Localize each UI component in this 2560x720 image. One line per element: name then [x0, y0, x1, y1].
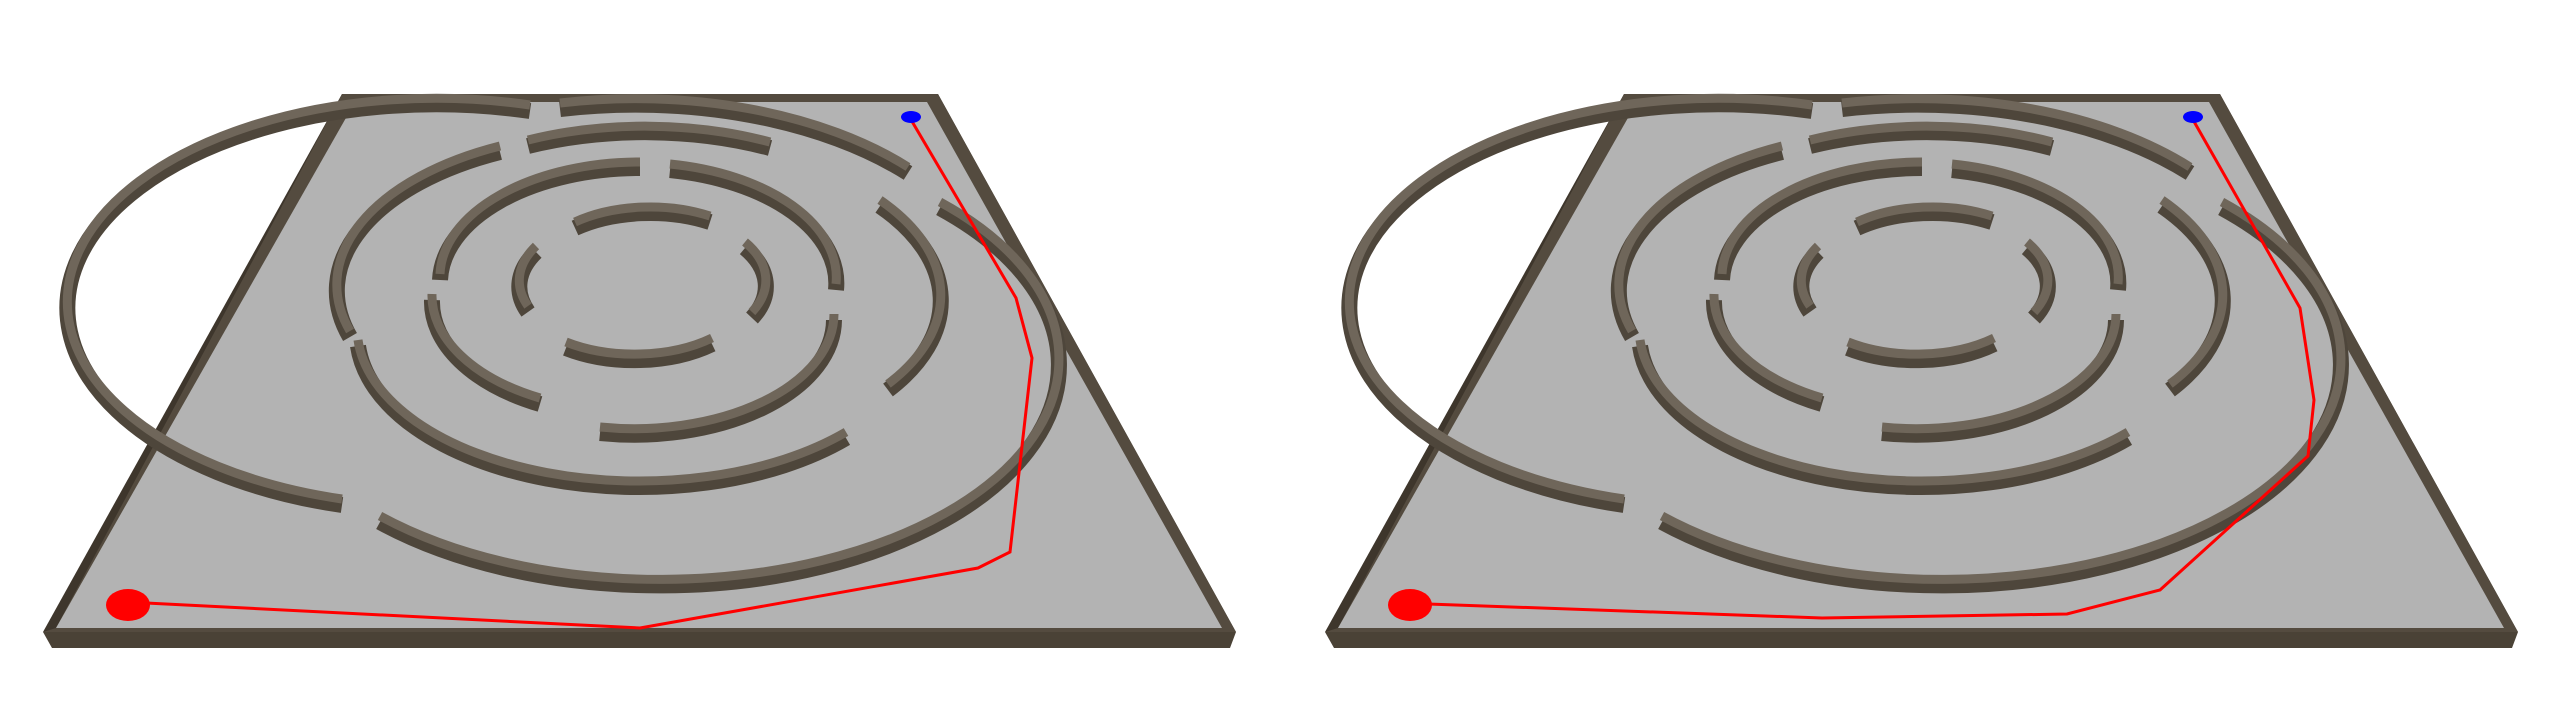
- right-path-line: [1427, 117, 2316, 620]
- right-maze-board: [1325, 94, 2518, 648]
- left-start-marker: [106, 589, 150, 621]
- left-goal-marker: [901, 111, 921, 123]
- left-path-line: [145, 117, 1034, 630]
- right-goal-marker: [2183, 111, 2203, 123]
- left-maze-board: [43, 94, 1236, 648]
- left-maze-panel: [43, 94, 1236, 648]
- right-start-marker: [1388, 589, 1432, 621]
- right-maze-panel: [1325, 94, 2518, 648]
